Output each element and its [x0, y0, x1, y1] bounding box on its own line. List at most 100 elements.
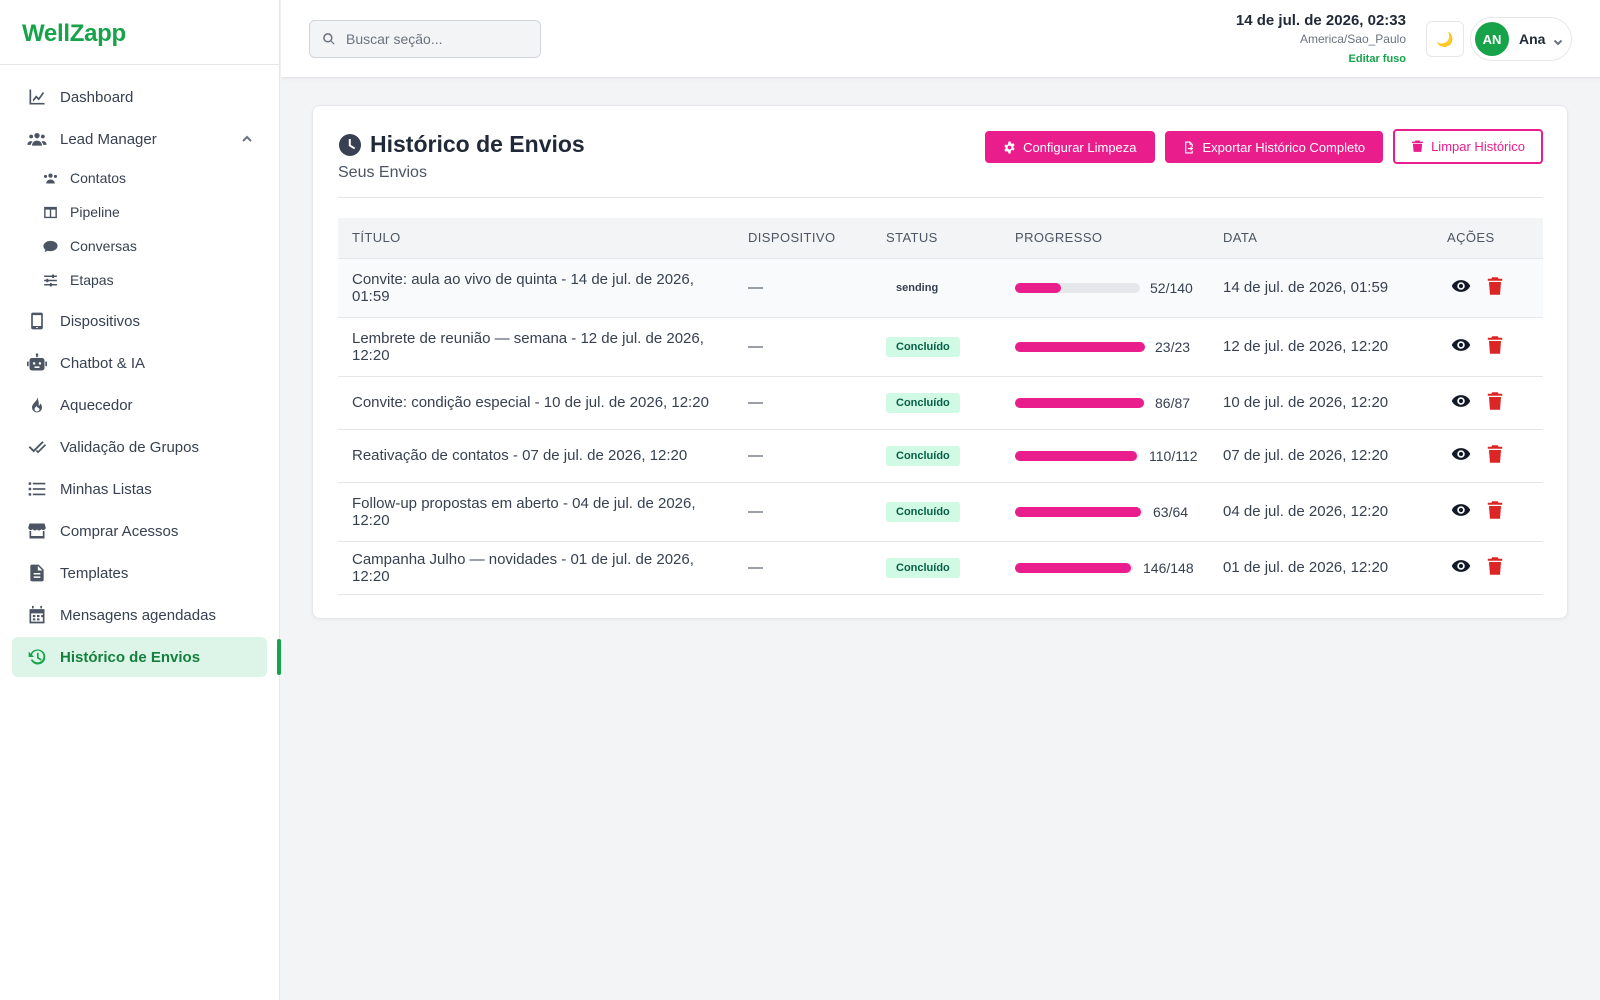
fire-icon [26, 394, 48, 416]
row-date: 01 de jul. de 2026, 12:20 [1209, 541, 1433, 595]
sliders-icon [40, 271, 60, 289]
sidebar-item-label: Conversas [70, 238, 137, 254]
file-export-icon [1184, 141, 1193, 153]
eye-icon[interactable] [1451, 391, 1471, 415]
col-status[interactable]: STATUS [872, 218, 1001, 259]
row-progress: 86/87 [1001, 376, 1209, 430]
progress-fill [1015, 450, 1137, 461]
trash-icon[interactable] [1487, 556, 1503, 579]
current-datetime: 14 de jul. de 2026, 02:33 [1235, 12, 1406, 29]
col-title[interactable]: TÍTULO [338, 218, 734, 259]
sidebar-item-label: Chatbot & IA [60, 354, 146, 372]
progress-count: 52/140 [1150, 279, 1193, 296]
row-title: Lembrete de reunião — semana - 12 de jul… [338, 317, 734, 377]
eye-icon[interactable] [1451, 335, 1471, 359]
row-status: Concluído [872, 317, 1001, 377]
sidebar-item-lead-manager[interactable]: Lead Manager [12, 119, 267, 159]
progress-count: 110/112 [1149, 447, 1198, 464]
status-badge: Concluído [886, 557, 960, 578]
eye-icon[interactable] [1451, 444, 1471, 468]
clock-widget: 14 de jul. de 2026, 02:33 America/Sao_Pa… [1236, 12, 1406, 65]
table-row[interactable]: Lembrete de reunião — semana - 12 de jul… [338, 317, 1543, 377]
sidebar-item-label: Etapas [70, 272, 114, 288]
eye-icon[interactable] [1451, 276, 1471, 300]
row-device: — [734, 258, 872, 318]
table-row[interactable]: Convite: aula ao vivo de quinta - 14 de … [338, 258, 1543, 318]
eye-icon[interactable] [1451, 500, 1471, 524]
row-status: Concluído [872, 429, 1001, 483]
col-progress[interactable]: PROGRESSO [1001, 218, 1209, 259]
search-input[interactable] [346, 31, 526, 47]
row-progress: 63/64 [1001, 482, 1209, 542]
table-row[interactable]: Convite: condição especial - 10 de jul. … [338, 376, 1543, 430]
col-device[interactable]: DISPOSITIVO [734, 218, 872, 259]
sidebar-item-dispositivos[interactable]: Dispositivos [12, 301, 267, 341]
row-progress: 23/23 [1001, 317, 1209, 377]
status-badge: Concluído [886, 336, 960, 357]
sidebar-item-validacao-grupos[interactable]: Validação de Grupos [12, 427, 267, 467]
sidebar-item-label: Lead Manager [60, 130, 157, 148]
theme-toggle-button[interactable]: 🌙 [1426, 21, 1464, 57]
row-progress: 110/112 [1001, 429, 1209, 483]
calendar-icon [26, 604, 48, 626]
sidebar-item-chatbot[interactable]: Chatbot & IA [12, 343, 267, 383]
file-icon [26, 562, 48, 584]
export-history-button[interactable]: Exportar Histórico Completo [1164, 131, 1384, 163]
table-row[interactable]: Campanha Julho — novidades - 01 de jul. … [338, 541, 1543, 595]
trash-icon[interactable] [1487, 500, 1503, 523]
sidebar-item-historico-envios[interactable]: Histórico de Envios [12, 637, 281, 677]
row-actions [1433, 376, 1543, 430]
sidebar-item-templates[interactable]: Templates [12, 553, 267, 593]
sidebar-item-mensagens-agendadas[interactable]: Mensagens agendadas [12, 595, 267, 635]
history-icon [26, 646, 48, 668]
trash-icon[interactable] [1487, 335, 1503, 358]
sidebar-item-label: Mensagens agendadas [60, 606, 216, 624]
progress-cell: 23/23 [1015, 339, 1209, 355]
contacts-icon [40, 169, 60, 187]
progress-bar [1015, 450, 1139, 461]
user-name: Ana [1519, 31, 1546, 47]
row-date: 07 de jul. de 2026, 12:20 [1209, 429, 1433, 483]
sidebar-item-dashboard[interactable]: Dashboard [12, 77, 267, 117]
sidebar-item-comprar-acessos[interactable]: Comprar Acessos [12, 511, 267, 551]
device-value: — [748, 559, 763, 576]
edit-timezone-link[interactable]: Editar fuso [1348, 53, 1406, 65]
eye-icon[interactable] [1451, 556, 1471, 580]
row-device: — [734, 541, 872, 595]
sidebar-subitem-contatos[interactable]: Contatos [40, 161, 279, 195]
row-actions-group [1447, 391, 1543, 415]
device-value: — [748, 279, 763, 296]
progress-fill [1015, 506, 1141, 517]
sidebar-subitem-conversas[interactable]: Conversas [40, 229, 279, 263]
configure-cleanup-button[interactable]: Configurar Limpeza [985, 131, 1155, 163]
sidebar-item-label: Dashboard [60, 88, 134, 106]
users-icon [26, 128, 48, 150]
progress-cell: 52/140 [1015, 280, 1209, 296]
col-date[interactable]: DATA [1209, 218, 1433, 259]
sidebar-item-minhas-listas[interactable]: Minhas Listas [12, 469, 267, 509]
row-actions [1433, 482, 1543, 542]
table-row[interactable]: Follow-up propostas em aberto - 04 de ju… [338, 482, 1543, 542]
sidebar-subitem-etapas[interactable]: Etapas [40, 263, 279, 297]
row-title: Follow-up propostas em aberto - 04 de ju… [338, 482, 734, 542]
sidebar-item-label: Comprar Acessos [60, 522, 179, 540]
table-row[interactable]: Reativação de contatos - 07 de jul. de 2… [338, 429, 1543, 483]
progress-fill [1015, 341, 1145, 352]
row-title: Convite: condição especial - 10 de jul. … [338, 376, 734, 430]
trash-icon[interactable] [1487, 276, 1503, 299]
sidebar-item-aquecedor[interactable]: Aquecedor [12, 385, 267, 425]
trash-icon[interactable] [1487, 391, 1503, 414]
user-menu[interactable]: AN Ana [1470, 17, 1572, 61]
progress-count: 146/148 [1143, 559, 1194, 576]
progress-cell: 110/112 [1015, 448, 1209, 464]
chevron-up-icon[interactable] [241, 132, 253, 144]
status-badge: Concluído [886, 501, 960, 522]
trash-icon[interactable] [1487, 444, 1503, 467]
sidebar-subitem-pipeline[interactable]: Pipeline [40, 195, 279, 229]
progress-fill [1015, 397, 1144, 408]
search-box[interactable] [309, 20, 541, 58]
toolbar: Configurar Limpeza Exportar Histórico Co… [985, 129, 1543, 164]
app-logo[interactable]: WellZapp [0, 0, 279, 65]
clear-history-button[interactable]: Limpar Histórico [1393, 129, 1543, 164]
row-actions [1433, 541, 1543, 595]
